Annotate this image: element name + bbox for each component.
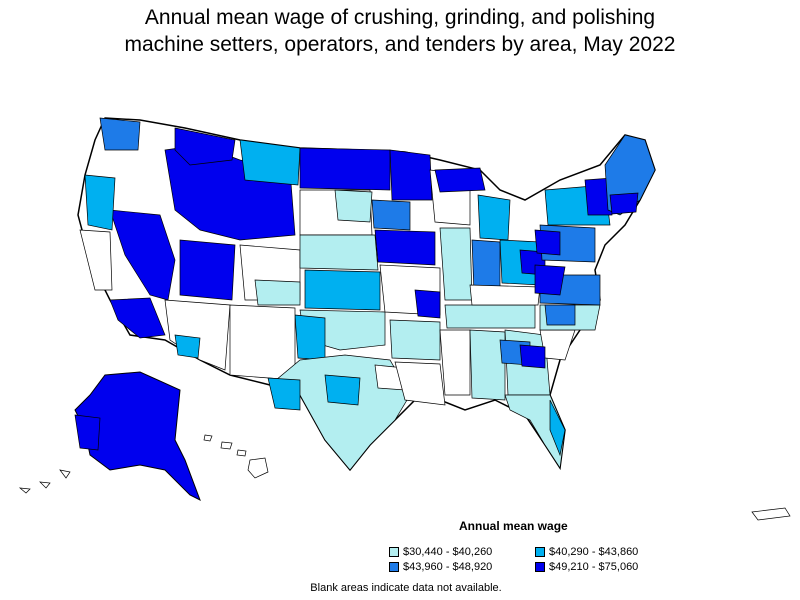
region-sc-upstate <box>519 344 546 369</box>
region-new-york-east <box>584 177 613 216</box>
alaska-island-1 <box>59 469 71 479</box>
legend-label-2: $40,290 - $43,860 <box>549 546 639 558</box>
region-arizona <box>164 299 231 371</box>
legend-item-2: $40,290 - $43,860 <box>535 546 638 558</box>
region-utah <box>179 239 236 301</box>
region-kentucky <box>469 284 541 306</box>
region-michigan <box>477 194 511 241</box>
legend-swatch-3 <box>389 562 399 572</box>
legend-item-4: $49,210 - $75,060 <box>535 561 638 573</box>
region-montana-east <box>239 139 301 186</box>
hawaii-island-2 <box>220 441 233 450</box>
region-west-virginia <box>534 264 566 296</box>
legend-swatch-2 <box>535 547 545 557</box>
region-kansas <box>304 269 381 311</box>
region-pennsylvania-west <box>534 229 561 256</box>
region-texas-west <box>267 377 301 411</box>
region-alaska-west <box>74 414 101 451</box>
region-arkansas <box>389 319 441 361</box>
legend-label-3: $43,960 - $48,920 <box>403 561 493 573</box>
region-tennessee <box>444 304 536 329</box>
alaska-island-2 <box>39 481 51 489</box>
region-missouri-east <box>414 289 441 319</box>
region-louisiana <box>394 361 446 406</box>
region-mississippi <box>439 329 471 396</box>
region-florida-east <box>549 399 566 457</box>
hawaii-island-3 <box>236 449 247 457</box>
region-texas <box>269 354 411 471</box>
map-title: Annual mean wage of crushing, grinding, … <box>0 4 800 58</box>
region-new-mexico <box>229 304 296 381</box>
blank-areas-note: Blank areas indicate data not available. <box>310 582 502 594</box>
region-nc-central <box>544 304 576 326</box>
region-montana-north <box>174 127 236 166</box>
region-arizona-south <box>174 334 201 359</box>
legend-title: Annual mean wage <box>459 519 568 533</box>
region-wisconsin-north <box>434 167 486 193</box>
region-colorado-east <box>254 279 301 306</box>
title-line-2: machine setters, operators, and tenders … <box>124 33 676 56</box>
region-minnesota <box>389 149 433 201</box>
legend-swatch-1 <box>389 547 399 557</box>
puerto-rico <box>751 507 791 521</box>
region-nebraska <box>299 234 379 271</box>
region-massachusetts <box>609 192 639 215</box>
region-north-dakota <box>299 147 391 191</box>
legend-swatch-4 <box>535 562 545 572</box>
region-alabama <box>469 329 506 401</box>
legend-item-3: $43,960 - $48,920 <box>389 561 492 573</box>
region-minnesota-south <box>371 199 411 231</box>
title-line-1: Annual mean wage of crushing, grinding, … <box>144 6 656 29</box>
region-southern-california <box>109 297 166 339</box>
legend-label-4: $49,210 - $75,060 <box>549 561 639 573</box>
region-sd-east <box>334 189 373 223</box>
hawaii-island-4 <box>247 457 269 479</box>
hawaii-island-1 <box>203 434 213 442</box>
legend-item-1: $30,440 - $40,260 <box>389 546 492 558</box>
region-northern-california <box>79 229 113 291</box>
region-washington <box>99 117 141 151</box>
region-oklahoma-west <box>294 314 326 361</box>
region-texas-central <box>324 374 361 406</box>
region-oregon-coast <box>84 174 116 231</box>
alaska-island-3 <box>18 487 31 494</box>
region-illinois <box>439 227 473 301</box>
legend-label-1: $30,440 - $40,260 <box>403 546 493 558</box>
region-iowa <box>374 229 436 266</box>
